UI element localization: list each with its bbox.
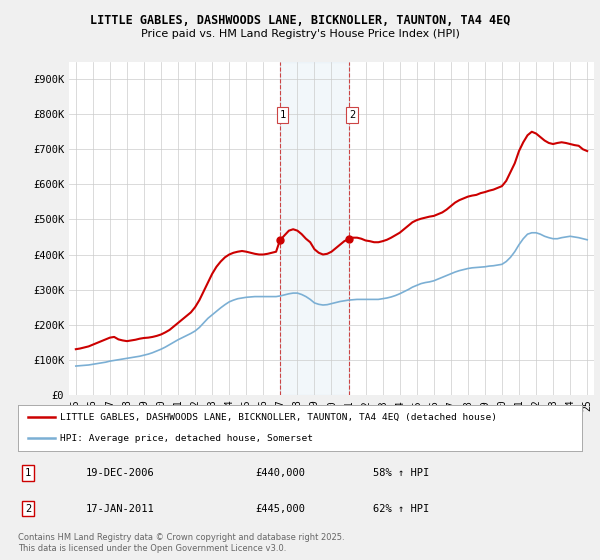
Text: 58% ↑ HPI: 58% ↑ HPI: [373, 468, 430, 478]
Text: £445,000: £445,000: [255, 503, 305, 514]
Text: HPI: Average price, detached house, Somerset: HPI: Average price, detached house, Some…: [60, 434, 313, 443]
Text: 2: 2: [25, 503, 31, 514]
Text: LITTLE GABLES, DASHWOODS LANE, BICKNOLLER, TAUNTON, TA4 4EQ (detached house): LITTLE GABLES, DASHWOODS LANE, BICKNOLLE…: [60, 413, 497, 422]
Text: Price paid vs. HM Land Registry's House Price Index (HPI): Price paid vs. HM Land Registry's House …: [140, 29, 460, 39]
Text: 19-DEC-2006: 19-DEC-2006: [86, 468, 154, 478]
Text: 62% ↑ HPI: 62% ↑ HPI: [373, 503, 430, 514]
Text: 17-JAN-2011: 17-JAN-2011: [86, 503, 154, 514]
Text: LITTLE GABLES, DASHWOODS LANE, BICKNOLLER, TAUNTON, TA4 4EQ: LITTLE GABLES, DASHWOODS LANE, BICKNOLLE…: [90, 14, 510, 27]
Text: 1: 1: [25, 468, 31, 478]
Text: Contains HM Land Registry data © Crown copyright and database right 2025.
This d: Contains HM Land Registry data © Crown c…: [18, 533, 344, 553]
Text: 1: 1: [279, 110, 286, 120]
Text: £440,000: £440,000: [255, 468, 305, 478]
Bar: [280, 62, 349, 395]
Text: 2: 2: [349, 110, 355, 120]
